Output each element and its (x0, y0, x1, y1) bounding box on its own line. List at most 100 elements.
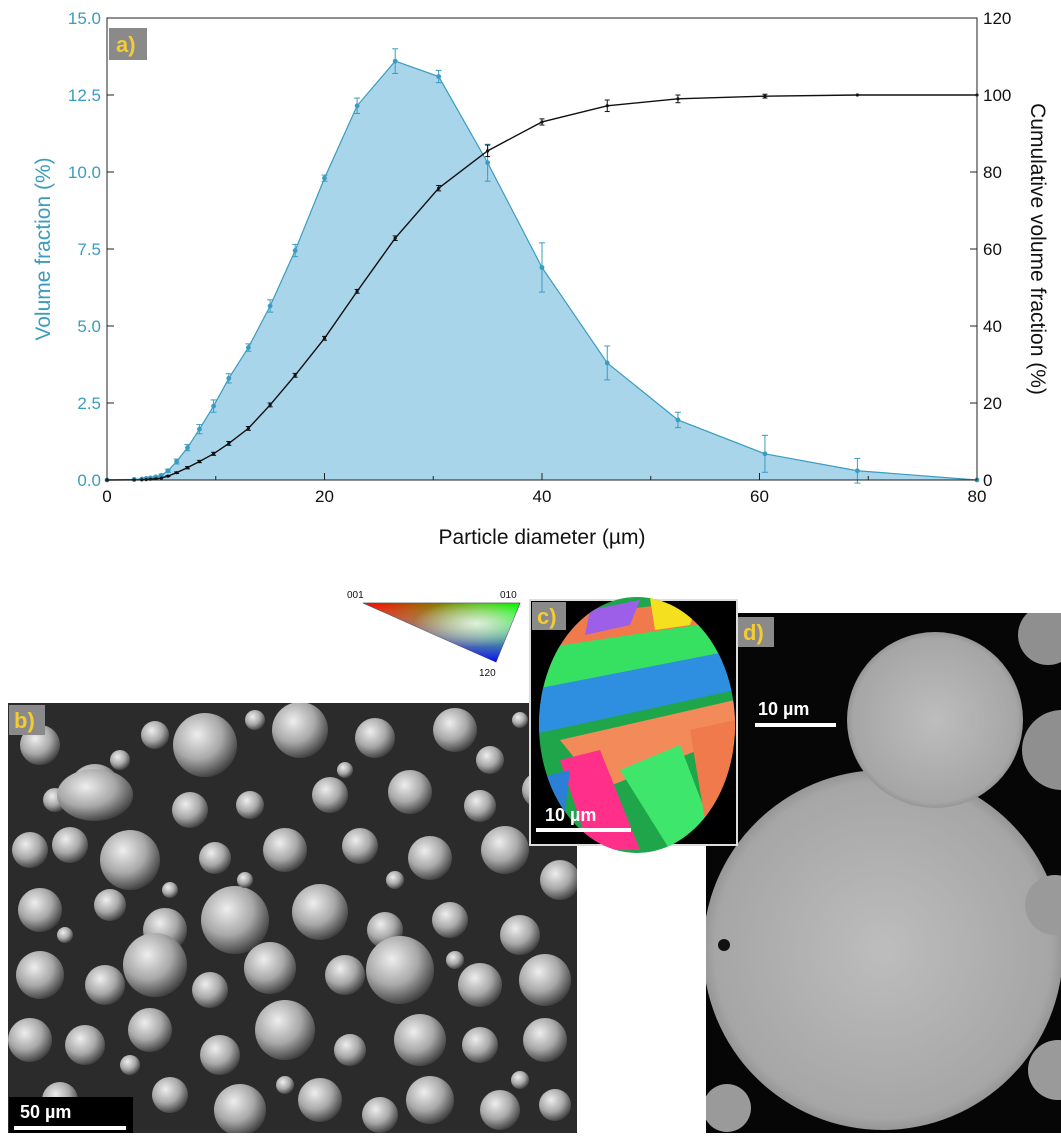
powder-particle (406, 1076, 454, 1124)
grain-blue-1 (539, 650, 735, 735)
panel-d-label-box (738, 617, 774, 647)
powder-particle (8, 1018, 52, 1062)
volume-fraction-point (158, 472, 164, 478)
volume-fraction-point (174, 459, 180, 464)
powder-particle (446, 951, 464, 969)
panel-c-scalebar-label: 10 µm (545, 805, 596, 825)
grain-violet-1 (585, 600, 640, 635)
cross-section-particle-edge-4 (1028, 1040, 1061, 1100)
powder-particle (214, 1084, 266, 1133)
powder-particle (276, 1076, 294, 1094)
panel-c-label: c) (537, 604, 557, 629)
panel-c-label-box (532, 602, 566, 630)
cumulative-point (540, 120, 544, 124)
volume-fraction-point (485, 160, 491, 166)
powder-particle (480, 1090, 520, 1130)
cross-section-pore (718, 939, 730, 951)
right-tick-label: 80 (983, 163, 1002, 182)
volume-fraction-point (354, 103, 360, 109)
powder-particle (173, 713, 237, 777)
cumulative-point (293, 373, 297, 377)
powder-particle (120, 1055, 140, 1075)
powder-particle (200, 1035, 240, 1075)
chart-panel: 0 20 40 60 80 0.0 2.5 5.0 7.5 10.0 12.5 15.0 0 20 40 60… (32, 9, 1049, 549)
powder-particle (52, 827, 88, 863)
powder-particle (337, 762, 353, 778)
cumulative-point (268, 403, 272, 407)
x-tick-label: 0 (102, 487, 111, 506)
x-tick-label: 60 (750, 487, 769, 506)
powder-particles (8, 703, 577, 1133)
powder-particle (362, 1097, 398, 1133)
powder-particle (245, 710, 265, 730)
right-tick-label: 20 (983, 394, 1002, 413)
powder-particle (16, 951, 64, 999)
left-tick-label: 0.0 (77, 471, 101, 490)
powder-particle (100, 830, 160, 890)
powder-particle (523, 1018, 567, 1062)
volume-fraction-point (197, 426, 202, 432)
volume-fraction-point (185, 445, 190, 451)
left-tick-label: 2.5 (77, 394, 101, 413)
powder-particle (192, 972, 228, 1008)
powder-particle (110, 750, 130, 770)
right-tick-label: 0 (983, 471, 992, 490)
volume-fraction-area-layer (104, 48, 980, 484)
powder-particle (433, 708, 477, 752)
powder-particle (462, 1027, 498, 1063)
right-tick-label: 40 (983, 317, 1002, 336)
powder-particle-elongated (57, 769, 133, 821)
cumulative-point (185, 466, 190, 470)
panel-b-label: b) (14, 708, 35, 733)
powder-particle (312, 777, 348, 813)
powder-particle (355, 718, 395, 758)
volume-fraction-point (322, 175, 327, 181)
powder-particle (162, 882, 178, 898)
panel-b-scalebar-label: 50 µm (20, 1102, 71, 1122)
cumulative-point (211, 452, 216, 456)
x-tick-label: 80 (968, 487, 987, 506)
cross-section-particle-edge-1 (1018, 613, 1061, 665)
powder-particle (263, 828, 307, 872)
right-tick-label: 120 (983, 9, 1011, 28)
powder-particle (172, 792, 208, 828)
powder-particle (255, 1000, 315, 1060)
powder-particle (12, 832, 48, 868)
powder-particle (342, 828, 378, 864)
powder-particle (244, 942, 296, 994)
powder-particle (366, 936, 434, 1004)
volume-fraction-point (854, 468, 860, 474)
powder-particle (334, 1034, 366, 1066)
cumulative-line-layer (105, 93, 979, 482)
volume-fraction-point (392, 58, 398, 64)
volume-fraction-point (165, 468, 171, 474)
cumulative-point (166, 474, 170, 478)
cumulative-point (676, 97, 680, 101)
powder-particle (512, 712, 528, 728)
ipf-color-legend: 001 010 120 (347, 590, 521, 679)
cumulative-point (159, 476, 163, 480)
panel-d-scalebar-label: 10 µm (758, 699, 809, 719)
powder-particle (539, 1089, 571, 1121)
cross-section-particle-large (706, 770, 1061, 1130)
panel-a-label-box (109, 28, 147, 60)
cumulative-point (437, 186, 441, 190)
cross-section-particle-edge-5 (706, 1084, 751, 1132)
powder-particle (540, 860, 577, 900)
panel-b-sem-image: b) 50 µm (8, 703, 577, 1133)
powder-particle (201, 886, 269, 954)
volume-fraction-point (226, 375, 232, 381)
volume-fraction-point (436, 74, 442, 79)
ipf-triangle-white-overlay (363, 603, 520, 662)
powder-particle (325, 955, 365, 995)
cross-section-particle-top (847, 632, 1023, 808)
ticks-layer: 0 20 40 60 80 0.0 2.5 5.0 7.5 10.0 12.5 15.0 0 20 40 60… (68, 9, 1011, 506)
powder-particle (386, 871, 404, 889)
powder-particle (272, 703, 328, 758)
right-axis-title: Cumulative volume fraction (%) (1026, 103, 1049, 395)
powder-particle (292, 884, 348, 940)
x-tick-label: 20 (315, 487, 334, 506)
powder-particle (500, 915, 540, 955)
powder-particle (432, 902, 468, 938)
